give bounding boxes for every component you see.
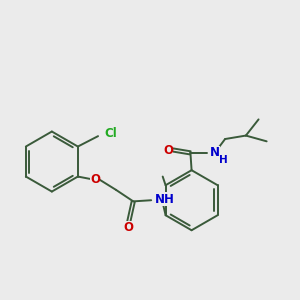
Text: O: O <box>124 221 134 234</box>
Text: O: O <box>163 143 173 157</box>
Text: Cl: Cl <box>104 127 117 140</box>
Text: N: N <box>210 146 220 159</box>
Text: H: H <box>219 155 227 165</box>
Text: O: O <box>90 173 100 186</box>
Text: NH: NH <box>155 193 175 206</box>
